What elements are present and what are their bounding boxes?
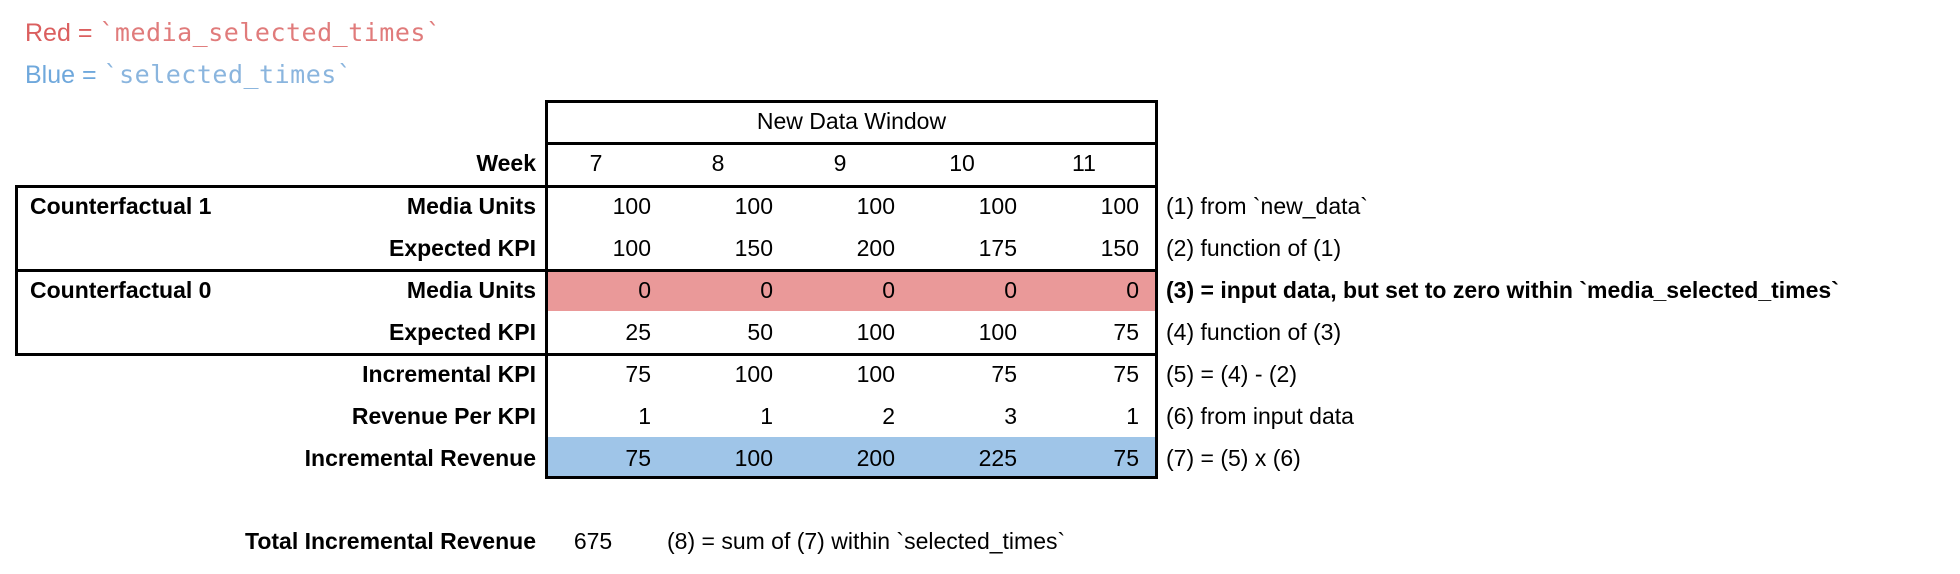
- highlight-red-row: [548, 272, 1155, 311]
- data-cell: 100: [612, 235, 651, 261]
- legend-red-eq: =: [70, 19, 100, 47]
- data-cell: 200: [856, 235, 895, 261]
- legend-red-code: `media_selected_times`: [99, 18, 442, 47]
- week-col-header: 11: [1072, 150, 1096, 176]
- data-cell: 100: [978, 193, 1017, 219]
- data-cell: 75: [625, 445, 651, 471]
- total-value: 675: [573, 528, 613, 554]
- data-cell: 50: [747, 319, 773, 345]
- total-annotation: (8) = sum of (7) within `selected_times`: [667, 528, 1066, 554]
- legend-blue-label: Blue =: [25, 61, 104, 89]
- table-line-cf-divider: [15, 269, 1158, 272]
- data-cell: 100: [734, 193, 773, 219]
- row-annotation: (1) from `new_data`: [1166, 193, 1368, 219]
- data-cell: 3: [1004, 403, 1017, 429]
- week-col-header: 8: [711, 150, 725, 176]
- data-cell: 175: [978, 235, 1017, 261]
- data-cell: 0: [882, 277, 895, 303]
- row-label: Revenue Per KPI: [351, 403, 536, 429]
- data-cell: 0: [1004, 277, 1017, 303]
- table-line-body-top: [15, 185, 1158, 188]
- row-annotation: (7) = (5) x (6): [1166, 445, 1301, 471]
- row-label: Incremental Revenue: [304, 445, 536, 471]
- legend-blue-code: `selected_times`: [103, 60, 353, 89]
- data-cell: 75: [1113, 361, 1139, 387]
- data-cell: 100: [734, 445, 773, 471]
- data-cell: 1: [760, 403, 773, 429]
- data-cell: 100: [612, 193, 651, 219]
- row-label: Expected KPI: [389, 319, 536, 345]
- row-annotation: (6) from input data: [1166, 403, 1354, 429]
- highlight-blue-row: [548, 437, 1155, 476]
- data-cell: 75: [1113, 319, 1139, 345]
- data-cell: 75: [1113, 445, 1139, 471]
- row-annotation: (2) function of (1): [1166, 235, 1342, 261]
- row-label: Expected KPI: [389, 235, 536, 261]
- week-col-header: 9: [833, 150, 847, 176]
- legend-blue-line: Blue = `selected_times`: [25, 58, 352, 92]
- data-cell: 100: [978, 319, 1017, 345]
- week-label: Week: [476, 150, 536, 176]
- data-cell: 150: [734, 235, 773, 261]
- data-cell: 100: [734, 361, 773, 387]
- data-cell: 75: [625, 361, 651, 387]
- row-label: Incremental KPI: [362, 361, 536, 387]
- total-label: Total Incremental Revenue: [245, 528, 536, 554]
- table-line-left: [545, 100, 548, 479]
- legend-red-label: Red =: [25, 19, 100, 47]
- table-line-bottom: [545, 476, 1158, 479]
- data-cell: 150: [1100, 235, 1139, 261]
- row-label: Media Units: [406, 193, 536, 219]
- legend-blue-eq: =: [75, 61, 104, 89]
- table-line-cf-bottom: [15, 353, 1158, 356]
- group-label-counterfactual-0: Counterfactual 0: [30, 277, 212, 303]
- data-cell: 75: [991, 361, 1017, 387]
- week-col-header: 7: [589, 150, 603, 176]
- counterfactual-box-left: [15, 185, 18, 356]
- data-cell: 100: [856, 361, 895, 387]
- data-cell: 25: [625, 319, 651, 345]
- row-annotation: (5) = (4) - (2): [1166, 361, 1297, 387]
- row-annotation: (3) = input data, but set to zero within…: [1166, 277, 1839, 303]
- week-col-header: 10: [949, 150, 975, 176]
- data-cell: 100: [856, 193, 895, 219]
- window-header: New Data Window: [756, 108, 947, 134]
- table-line-under-header: [545, 142, 1158, 145]
- data-cell: 1: [638, 403, 651, 429]
- data-cell: 200: [856, 445, 895, 471]
- data-cell: 0: [1126, 277, 1139, 303]
- row-label: Media Units: [406, 277, 536, 303]
- group-label-counterfactual-1: Counterfactual 1: [30, 193, 212, 219]
- legend-red-line: Red = `media_selected_times`: [25, 16, 442, 50]
- data-cell: 1: [1126, 403, 1139, 429]
- data-cell: 225: [978, 445, 1017, 471]
- data-cell: 0: [638, 277, 651, 303]
- row-annotation: (4) function of (3): [1166, 319, 1342, 345]
- table-line-right: [1155, 100, 1158, 479]
- data-cell: 100: [856, 319, 895, 345]
- table-line-top: [545, 100, 1158, 103]
- data-cell: 100: [1100, 193, 1139, 219]
- data-cell: 2: [882, 403, 895, 429]
- data-cell: 0: [760, 277, 773, 303]
